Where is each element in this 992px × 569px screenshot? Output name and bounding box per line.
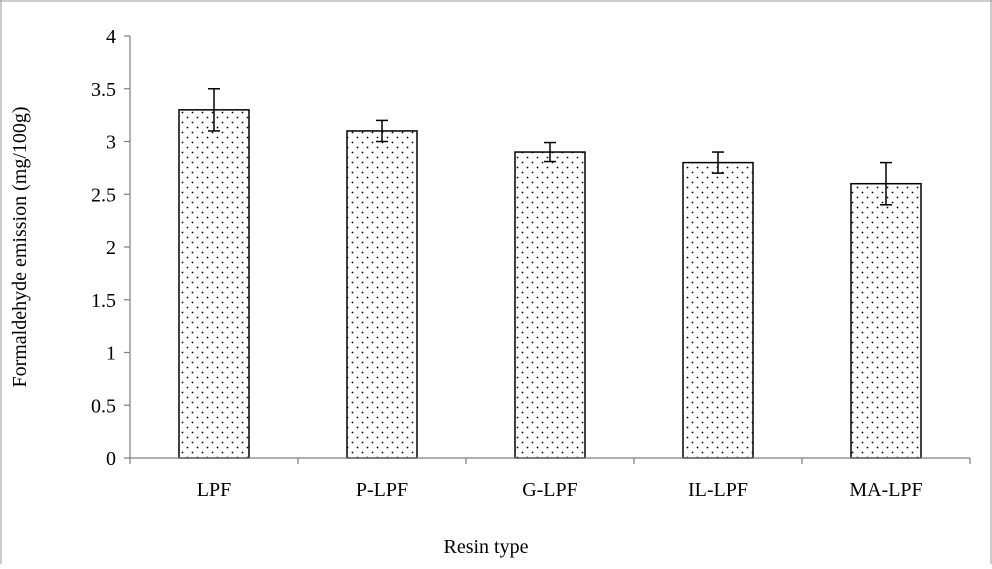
x-tick-label: LPF xyxy=(197,479,231,501)
x-tick-label: P-LPF xyxy=(356,479,408,501)
y-tick-label: 0.5 xyxy=(91,395,116,417)
x-tick-label: G-LPF xyxy=(522,479,578,501)
bar-p-lpf xyxy=(346,130,418,459)
y-axis-tick-labels: 0 0.5 1 1.5 2 2.5 3 3.5 4 xyxy=(91,26,116,470)
y-tick-label: 3.5 xyxy=(91,79,116,101)
x-axis-tick-labels: LPF P-LPF G-LPF IL-LPF MA-LPF xyxy=(197,479,923,501)
y-tick-label: 1.5 xyxy=(91,290,116,312)
y-tick-label: 2.5 xyxy=(91,184,116,206)
x-tick-label: MA-LPF xyxy=(849,479,922,501)
y-tick-label: 4 xyxy=(106,26,116,48)
y-tick-label: 3 xyxy=(106,132,116,154)
y-axis-ticks xyxy=(124,35,130,459)
y-tick-label: 1 xyxy=(106,343,116,365)
bars xyxy=(178,109,922,459)
bar-lpf xyxy=(178,109,250,459)
x-axis-ticks xyxy=(129,458,971,464)
bar-g-lpf xyxy=(514,151,586,459)
bar-il-lpf xyxy=(682,161,754,459)
y-axis-title: Formaldehyde emission (mg/100g) xyxy=(9,106,31,387)
y-tick-label: 0 xyxy=(106,448,116,470)
error-bars xyxy=(208,88,892,206)
y-tick-label: 2 xyxy=(106,237,116,259)
bar-ma-lpf xyxy=(850,182,922,459)
x-tick-label: IL-LPF xyxy=(688,479,748,501)
x-axis-title: Resin type xyxy=(444,536,529,558)
